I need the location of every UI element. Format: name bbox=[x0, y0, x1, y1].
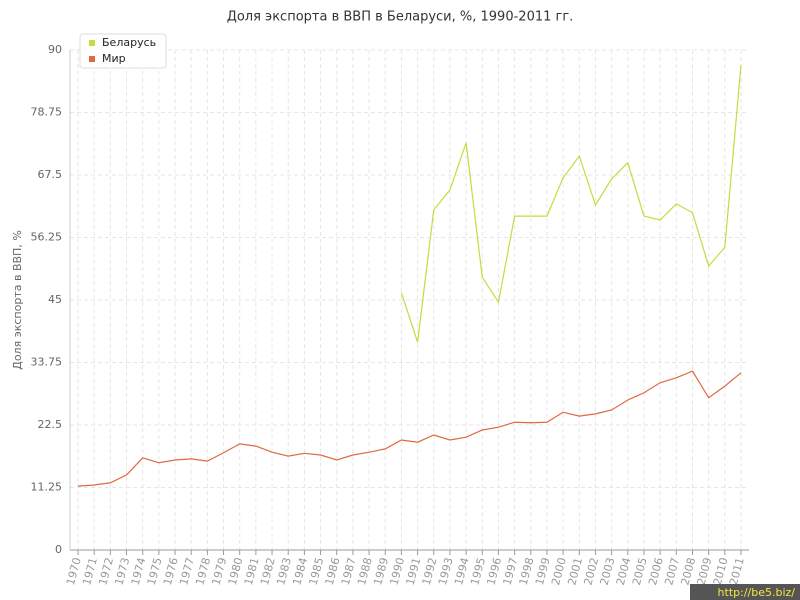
legend-swatch bbox=[89, 56, 95, 62]
legend-box bbox=[79, 33, 167, 69]
legend-swatch bbox=[89, 40, 95, 46]
chart-title: Доля экспорта в ВВП в Беларуси, %, 1990-… bbox=[227, 10, 574, 25]
legend-label: Беларусь bbox=[102, 36, 156, 49]
y-tick-label: 45 bbox=[48, 293, 62, 306]
y-axis-title: Доля экспорта в ВВП, % bbox=[11, 230, 24, 370]
y-tick-label: 11.25 bbox=[31, 481, 63, 494]
watermark: http://be5.biz/ bbox=[718, 586, 796, 599]
y-tick-label: 56.25 bbox=[31, 231, 63, 244]
legend-label: Мир bbox=[102, 52, 126, 65]
y-tick-label: 0 bbox=[55, 543, 62, 556]
y-tick-label: 33.75 bbox=[31, 356, 63, 369]
y-tick-label: 90 bbox=[48, 43, 62, 56]
y-tick-label: 67.5 bbox=[38, 168, 63, 181]
watermark-bg bbox=[690, 584, 800, 600]
legend: Беларусь Мир bbox=[79, 33, 167, 69]
y-tick-label: 78.75 bbox=[31, 106, 63, 119]
series-line bbox=[77, 370, 742, 487]
series-line bbox=[400, 64, 742, 343]
y-tick-label: 22.5 bbox=[38, 418, 63, 431]
